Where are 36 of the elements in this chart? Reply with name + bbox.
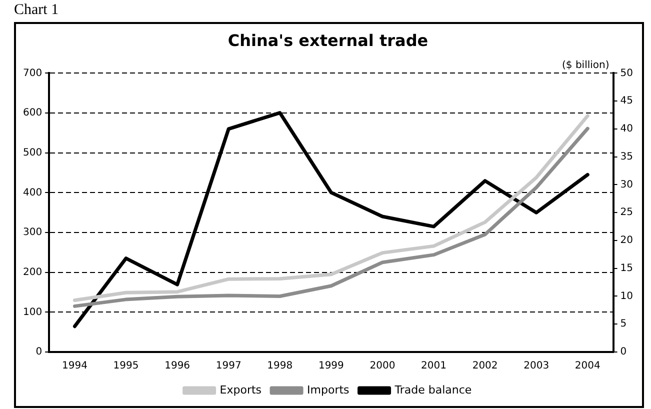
y2-tick-label: 0 — [620, 346, 627, 358]
y2-tick-label: 5 — [620, 318, 627, 330]
x-tick-label: 1999 — [318, 360, 344, 372]
y-tick-label: 600 — [22, 108, 42, 119]
y-tick-label: 400 — [22, 187, 42, 198]
legend-label: Exports — [220, 383, 262, 396]
x-tick-label: 2004 — [574, 360, 600, 372]
legend-label: Trade balance — [394, 383, 472, 396]
x-tick-label: 1996 — [164, 360, 190, 372]
legend-label: Imports — [307, 383, 350, 396]
y2-tick-label: 20 — [620, 235, 634, 246]
y-tick-label: 0 — [36, 346, 42, 358]
y-tick-label: 500 — [22, 147, 42, 158]
x-tick-label: 2001 — [421, 360, 446, 372]
y2-tick-label: 15 — [620, 262, 634, 274]
x-tick-label: 2003 — [524, 360, 550, 372]
x-tick-label: 2002 — [472, 360, 498, 372]
y2-tick-label: 30 — [620, 179, 634, 190]
y2-tick-label: 10 — [620, 290, 634, 302]
x-tick-label: 1997 — [216, 360, 242, 372]
x-tick-label: 1998 — [267, 360, 293, 372]
y2-tick-label: 45 — [620, 96, 634, 107]
y-tick-label: 300 — [22, 227, 42, 238]
x-tick-label: 1995 — [113, 360, 139, 372]
y2-tick-label: 40 — [620, 124, 634, 135]
caption: Chart 1 — [14, 2, 59, 19]
x-tick-label: 1994 — [62, 360, 88, 372]
y2-tick-label: 25 — [620, 207, 634, 218]
x-tick-label: 2000 — [370, 360, 396, 372]
y-tick-label: 100 — [22, 306, 42, 318]
y2-tick-label: 50 — [620, 68, 634, 79]
chart-title: China's external trade — [228, 30, 428, 50]
y2-tick-label: 35 — [620, 151, 634, 162]
y2-axis-title: ($ billion) — [562, 60, 610, 71]
y-tick-label: 700 — [22, 68, 42, 79]
y-tick-label: 200 — [22, 266, 42, 278]
